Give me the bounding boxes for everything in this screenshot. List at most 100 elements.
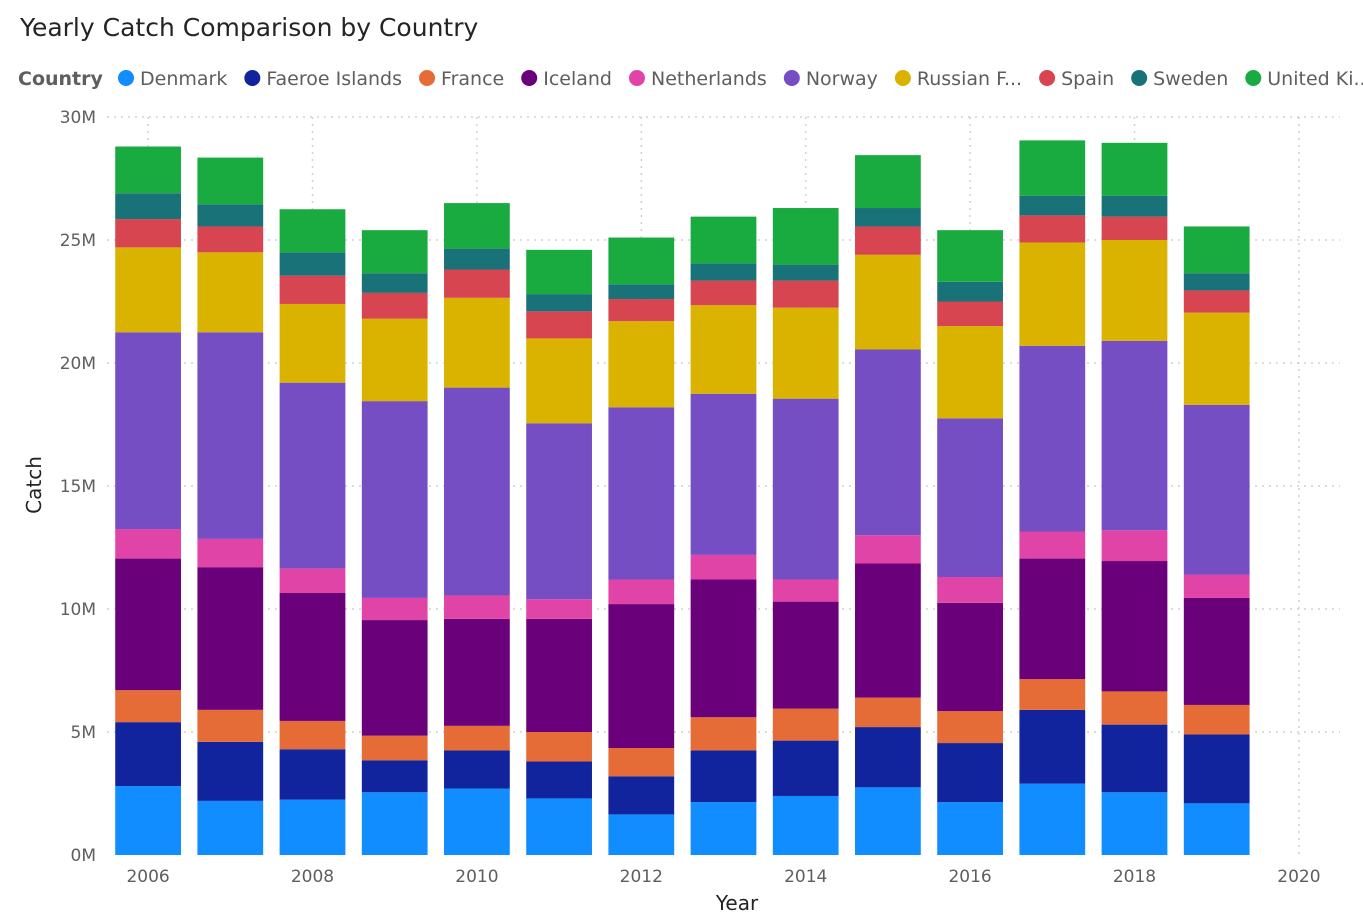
bar-spain-2013[interactable] [690, 280, 757, 306]
bar-spain-2008[interactable] [279, 275, 346, 304]
bar-russian-federation-2012[interactable] [608, 321, 675, 408]
legend-item-norway[interactable]: Norway [783, 68, 878, 90]
bar-denmark-2012[interactable] [608, 814, 675, 855]
bar-netherlands-2013[interactable] [690, 554, 757, 580]
bar-iceland-2011[interactable] [526, 618, 592, 732]
bar-sweden-2017[interactable] [1019, 195, 1086, 216]
bar-netherlands-2006[interactable] [115, 529, 181, 559]
bar-faeroe-islands-2014[interactable] [772, 740, 839, 796]
bar-denmark-2006[interactable] [115, 786, 181, 855]
bar-netherlands-2014[interactable] [772, 579, 839, 602]
bar-norway-2009[interactable] [361, 401, 428, 598]
bar-iceland-2017[interactable] [1019, 558, 1086, 680]
bar-russian-federation-2018[interactable] [1101, 240, 1168, 341]
bar-spain-2019[interactable] [1183, 290, 1250, 313]
bar-faeroe-islands-2013[interactable] [690, 750, 757, 803]
bar-united-kingdom-2006[interactable] [115, 146, 181, 194]
bar-iceland-2010[interactable] [444, 618, 510, 726]
bar-spain-2006[interactable] [115, 219, 181, 248]
bar-spain-2007[interactable] [197, 226, 264, 253]
bar-united-kingdom-2018[interactable] [1101, 142, 1168, 196]
bar-iceland-2018[interactable] [1101, 561, 1168, 692]
legend-item-united-kingdom[interactable]: United Ki... [1245, 68, 1363, 90]
bar-norway-2010[interactable] [444, 387, 510, 596]
bar-denmark-2007[interactable] [197, 800, 264, 855]
legend-item-russian-federation[interactable]: Russian F... [894, 68, 1022, 90]
bar-sweden-2011[interactable] [526, 294, 592, 312]
bar-russian-federation-2011[interactable] [526, 338, 592, 424]
bar-russian-federation-2019[interactable] [1183, 312, 1250, 405]
bar-netherlands-2008[interactable] [279, 568, 346, 594]
bar-denmark-2016[interactable] [937, 802, 1003, 855]
bar-russian-federation-2010[interactable] [444, 297, 510, 388]
bar-france-2007[interactable] [197, 709, 264, 742]
bar-norway-2015[interactable] [855, 349, 921, 536]
bar-faeroe-islands-2017[interactable] [1019, 709, 1086, 784]
bar-france-2014[interactable] [772, 708, 839, 741]
bar-spain-2014[interactable] [772, 280, 839, 308]
bar-norway-2006[interactable] [115, 332, 181, 530]
bar-spain-2017[interactable] [1019, 215, 1086, 243]
bar-france-2012[interactable] [608, 747, 675, 777]
bar-russian-federation-2007[interactable] [197, 252, 264, 333]
bar-united-kingdom-2008[interactable] [279, 209, 346, 253]
bar-denmark-2017[interactable] [1019, 783, 1086, 855]
bar-iceland-2016[interactable] [937, 602, 1003, 712]
bar-france-2016[interactable] [937, 711, 1003, 744]
bar-united-kingdom-2007[interactable] [197, 157, 264, 205]
bar-denmark-2018[interactable] [1101, 792, 1168, 855]
bar-faeroe-islands-2010[interactable] [444, 750, 510, 789]
bar-denmark-2013[interactable] [690, 802, 757, 855]
bar-iceland-2014[interactable] [772, 601, 839, 709]
bar-sweden-2007[interactable] [197, 204, 264, 227]
bar-netherlands-2015[interactable] [855, 535, 921, 564]
bar-faeroe-islands-2011[interactable] [526, 761, 592, 799]
bar-faeroe-islands-2008[interactable] [279, 749, 346, 800]
bar-norway-2008[interactable] [279, 382, 346, 569]
bar-united-kingdom-2009[interactable] [361, 230, 428, 274]
bar-sweden-2014[interactable] [772, 264, 839, 281]
bar-spain-2009[interactable] [361, 292, 428, 319]
bar-france-2017[interactable] [1019, 679, 1086, 710]
bar-sweden-2015[interactable] [855, 208, 921, 227]
bar-sweden-2012[interactable] [608, 284, 675, 300]
bar-denmark-2011[interactable] [526, 798, 592, 855]
bar-united-kingdom-2014[interactable] [772, 208, 839, 265]
bar-sweden-2016[interactable] [937, 281, 1003, 302]
bar-netherlands-2019[interactable] [1183, 574, 1250, 598]
bar-netherlands-2007[interactable] [197, 538, 264, 568]
bar-netherlands-2016[interactable] [937, 577, 1003, 603]
bar-france-2013[interactable] [690, 717, 757, 751]
bar-france-2009[interactable] [361, 735, 428, 761]
bar-denmark-2008[interactable] [279, 799, 346, 855]
bar-france-2006[interactable] [115, 690, 181, 723]
bar-spain-2015[interactable] [855, 226, 921, 255]
bar-russian-federation-2009[interactable] [361, 318, 428, 402]
bar-united-kingdom-2010[interactable] [444, 203, 510, 249]
bar-denmark-2010[interactable] [444, 788, 510, 855]
bar-france-2010[interactable] [444, 725, 510, 751]
bar-netherlands-2011[interactable] [526, 599, 592, 619]
bar-iceland-2006[interactable] [115, 558, 181, 691]
legend-item-spain[interactable]: Spain [1039, 68, 1114, 90]
bar-netherlands-2018[interactable] [1101, 530, 1168, 562]
bar-norway-2011[interactable] [526, 423, 592, 600]
bar-united-kingdom-2013[interactable] [690, 216, 757, 264]
bar-united-kingdom-2011[interactable] [526, 249, 592, 295]
bar-sweden-2009[interactable] [361, 273, 428, 293]
bar-netherlands-2012[interactable] [608, 579, 675, 605]
bar-russian-federation-2008[interactable] [279, 303, 346, 383]
bar-iceland-2013[interactable] [690, 579, 757, 718]
bar-norway-2017[interactable] [1019, 345, 1086, 532]
legend-item-sweden[interactable]: Sweden [1131, 68, 1228, 90]
bar-spain-2011[interactable] [526, 311, 592, 339]
bar-sweden-2019[interactable] [1183, 273, 1250, 291]
bar-russian-federation-2017[interactable] [1019, 242, 1086, 346]
bar-russian-federation-2015[interactable] [855, 254, 921, 350]
bar-sweden-2013[interactable] [690, 263, 757, 281]
bar-united-kingdom-2012[interactable] [608, 237, 675, 285]
bar-spain-2016[interactable] [937, 301, 1003, 327]
bar-faeroe-islands-2006[interactable] [115, 722, 181, 787]
bar-spain-2018[interactable] [1101, 216, 1168, 240]
legend-item-netherlands[interactable]: Netherlands [628, 68, 767, 90]
